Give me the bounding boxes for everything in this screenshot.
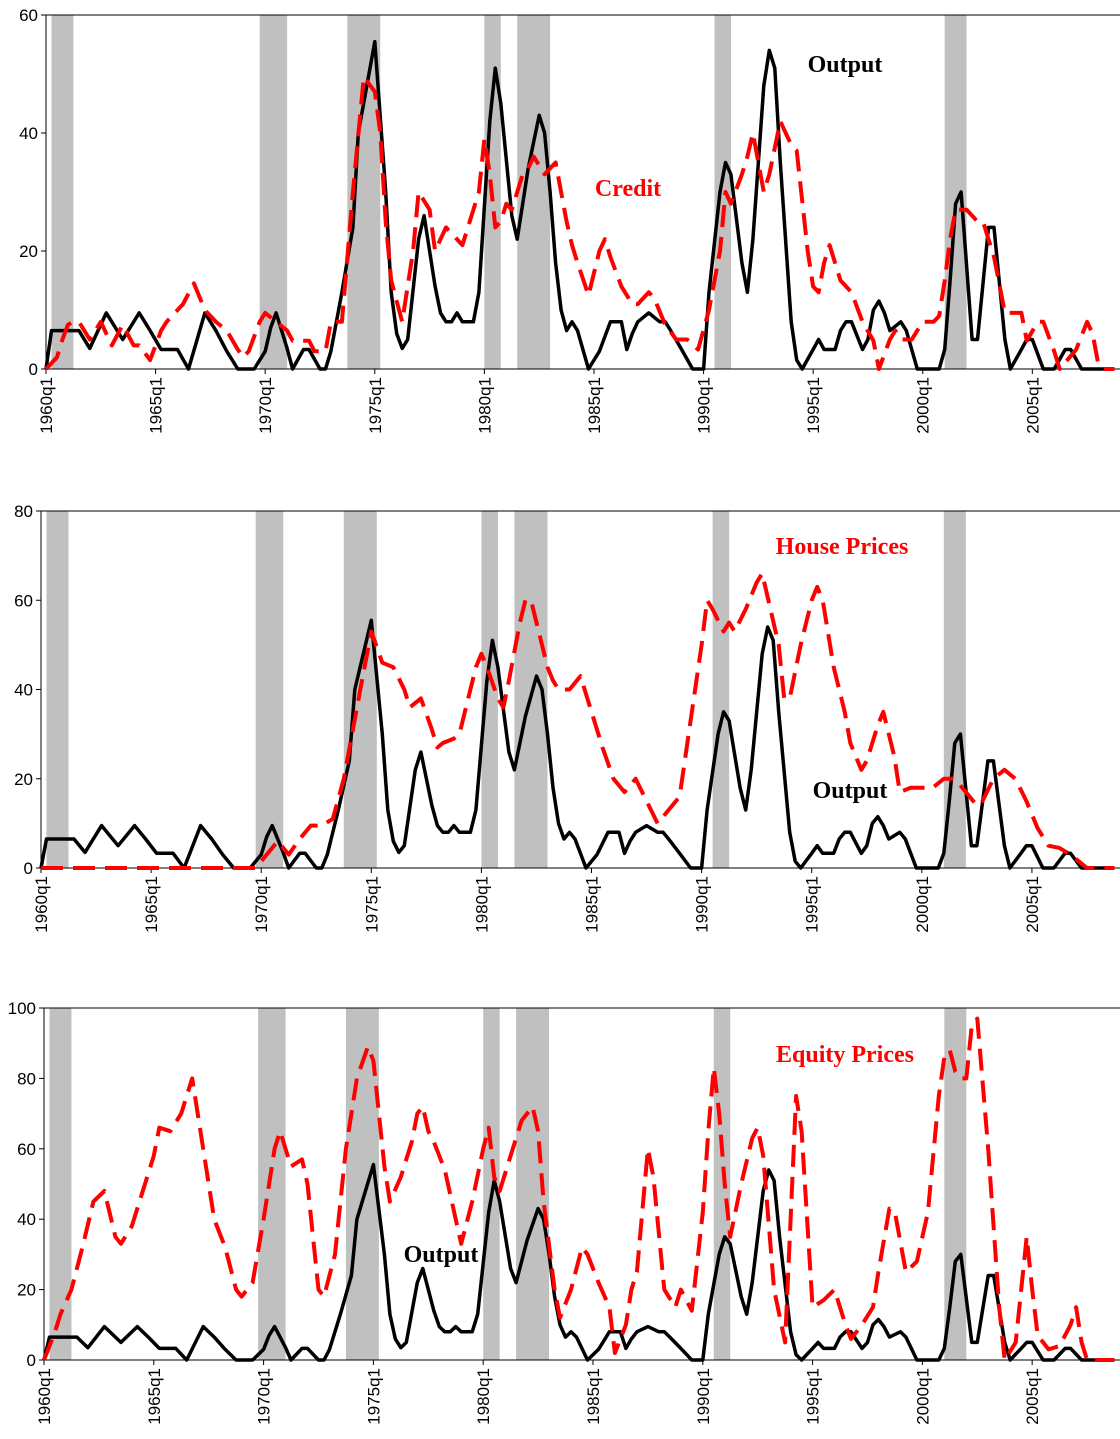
x-tick-label: 1990q1: [695, 377, 714, 434]
annotation-output-label: Output: [813, 778, 888, 804]
y-tick-label: 60: [17, 1140, 36, 1159]
annotation-financial-label: House Prices: [776, 534, 909, 560]
chart-panel-2: 0 20 40 60 80 1960q1 1965q1 1970q1 1975q1 1980q1 1…: [14, 502, 1120, 933]
recession-band: [483, 1008, 500, 1360]
x-tick-label: 1975q1: [364, 1368, 383, 1425]
recession-band: [49, 1008, 72, 1360]
x-tick-label: 1980q1: [475, 377, 494, 434]
x-tick-label: 1970q1: [255, 1368, 274, 1425]
y-tick-label: 20: [14, 770, 33, 789]
x-tick-label: 2005q1: [1023, 876, 1042, 933]
x-tick-label: 1985q1: [583, 876, 602, 933]
chart-panel-1: 0 20 40 60 1960q1 1965q1 1970q1 1975q1 1980q1 198…: [19, 6, 1120, 434]
annotation-output-label: Output: [404, 1242, 479, 1268]
y-tick-label: 40: [14, 681, 33, 700]
recession-band: [944, 1008, 967, 1360]
recession-band: [255, 511, 284, 868]
y-tick-label: 80: [14, 502, 33, 521]
recession-band: [517, 15, 551, 369]
y-tick-label: 0: [24, 859, 33, 878]
annotation-financial-label: Equity Prices: [776, 1042, 914, 1068]
x-tick-label: 1990q1: [694, 1368, 713, 1425]
x-tick-label: 2005q1: [1023, 1368, 1042, 1425]
y-tick-label: 20: [19, 242, 38, 261]
x-tick-label: 1990q1: [693, 876, 712, 933]
recession-band: [481, 511, 498, 868]
y-tick-label: 0: [27, 1351, 36, 1370]
recession-band: [51, 15, 74, 369]
series-output-line: [39, 618, 1115, 870]
x-tick-label: 1965q1: [147, 377, 166, 434]
series-output-line: [44, 39, 1115, 371]
x-tick-label: 1965q1: [145, 1368, 164, 1425]
x-tick-label: 1960q1: [32, 876, 51, 933]
x-tick-label: 1960q1: [35, 1368, 54, 1425]
annotation-financial-label: Credit: [595, 176, 661, 202]
x-tick-label: 1965q1: [142, 876, 161, 933]
annotation-output-label: Output: [808, 52, 883, 78]
x-tick-label: 1970q1: [256, 377, 275, 434]
series-financial-line: [44, 74, 1115, 371]
x-tick-label: 1995q1: [803, 876, 822, 933]
series-output-line: [42, 1162, 1115, 1362]
recession-band: [258, 1008, 286, 1360]
y-tick-label: 40: [19, 124, 38, 143]
recession-band: [714, 15, 731, 369]
y-tick-label: 40: [17, 1210, 36, 1229]
y-tick-label: 20: [17, 1281, 36, 1300]
x-tick-label: 1995q1: [804, 1368, 823, 1425]
chart-panel-3: 0 20 40 60 80 100 1960q1 1965q1 1970q1 1975q1 1980…: [8, 999, 1120, 1425]
series-financial-line: [42, 1016, 1115, 1362]
x-tick-label: 1970q1: [252, 876, 271, 933]
x-tick-label: 1975q1: [366, 377, 385, 434]
y-tick-label: 60: [19, 6, 38, 25]
x-tick-label: 1985q1: [585, 377, 604, 434]
x-tick-label: 1995q1: [804, 377, 823, 434]
x-tick-label: 2000q1: [913, 876, 932, 933]
recession-band: [713, 1008, 731, 1360]
x-tick-label: 1985q1: [584, 1368, 603, 1425]
x-tick-label: 1975q1: [362, 876, 381, 933]
recession-band: [712, 511, 730, 868]
x-tick-label: 2000q1: [913, 1368, 932, 1425]
y-tick-label: 100: [8, 999, 36, 1018]
x-tick-label: 1980q1: [474, 1368, 493, 1425]
recession-band: [46, 511, 69, 868]
y-tick-label: 0: [29, 360, 38, 379]
x-tick-label: 1980q1: [472, 876, 491, 933]
x-tick-label: 2000q1: [914, 377, 933, 434]
y-tick-label: 80: [17, 1069, 36, 1088]
x-tick-label: 2005q1: [1023, 377, 1042, 434]
x-tick-label: 1960q1: [37, 377, 56, 434]
y-tick-label: 60: [14, 591, 33, 610]
recession-band: [259, 15, 288, 369]
